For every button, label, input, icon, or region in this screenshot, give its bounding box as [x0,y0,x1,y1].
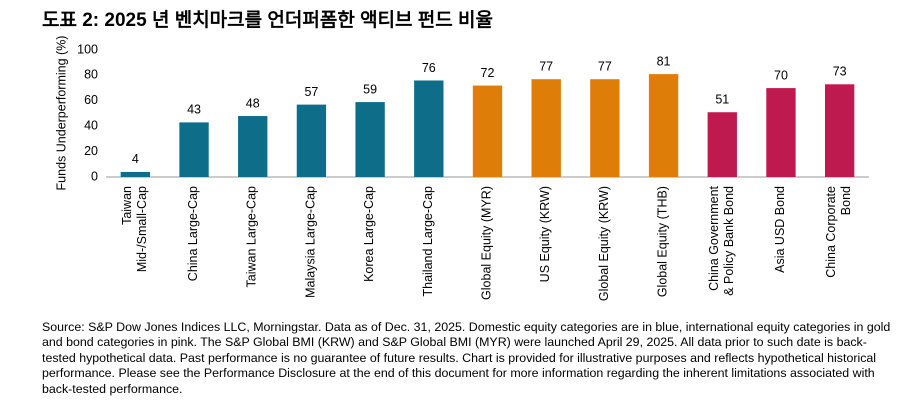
x-tick-label: China CorporateBond [824,186,853,278]
value-label: 77 [539,60,553,74]
value-label: 59 [363,82,377,96]
value-label: 81 [657,54,671,68]
bar [120,171,151,177]
bar [531,79,561,177]
bar [472,85,503,177]
bar [766,88,796,177]
value-label: 48 [246,96,260,110]
value-label: 51 [715,93,729,107]
y-axis-label: Funds Underperforming (%) [54,36,68,191]
value-label: 77 [598,60,612,74]
x-tick-label: TaiwanMid-/Small-Cap [120,186,149,272]
x-tick-label: Taiwan Large-Cap [245,186,259,287]
x-tick-label: Global Equity (MYR) [480,186,494,300]
bar [355,102,385,177]
x-tick-label: Malaysia Large-Cap [304,186,318,298]
value-label: 43 [187,103,201,117]
y-tick-label: 20 [84,144,98,158]
x-tick-label: Asia USD Bond [773,186,787,273]
value-label: 72 [481,66,495,80]
x-tick-label: China Large-Cap [186,186,200,281]
y-tick-label: 40 [84,118,98,132]
y-tick-label: 80 [84,68,98,82]
chart: 도표 2: 2025 년 벤치마크를 언더퍼폼한 액티브 펀드 비율 Funds… [42,9,869,301]
value-label: 4 [132,152,139,166]
x-tick-label: Global Equity (THB) [656,186,670,297]
bar [296,104,327,177]
chart-title: 도표 2: 2025 년 벤치마크를 언더퍼폼한 액티브 펀드 비율 [42,9,493,31]
bar [648,74,679,177]
bar [414,80,444,177]
value-label: 70 [774,68,788,82]
bar [238,116,268,177]
bar [179,122,209,177]
x-tick-label: Global Equity (KRW) [597,186,611,301]
x-tick-label: Thailand Large-Cap [421,186,435,297]
y-tick-label: 60 [84,93,98,107]
value-label: 57 [304,85,318,99]
y-tick-label: 0 [91,169,98,183]
value-label: 76 [422,61,436,75]
bar [824,84,855,177]
bar [707,112,737,177]
value-label: 73 [833,65,847,79]
source-note: Source: S&P Dow Jones Indices LLC, Morni… [42,320,891,396]
x-tick-label: China Government& Policy Bank Bond [707,185,736,295]
bar [590,79,620,177]
y-tick-label: 100 [77,42,98,56]
x-tick-label: US Equity (KRW) [538,186,552,282]
x-tick-label: Korea Large-Cap [362,186,376,282]
